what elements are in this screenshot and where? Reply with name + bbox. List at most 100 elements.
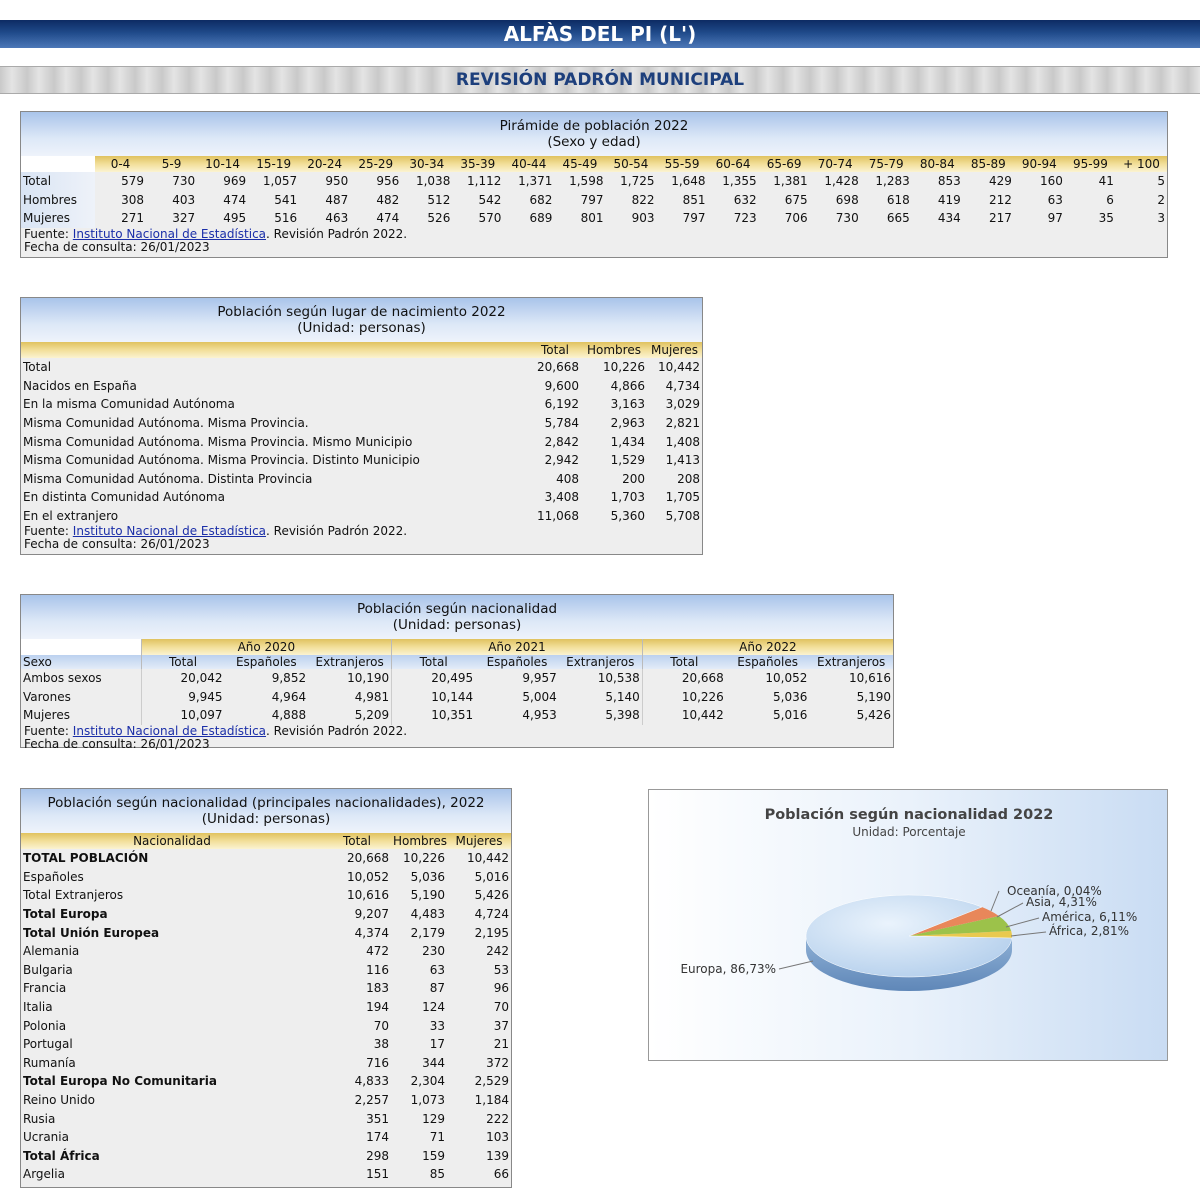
age-header-35-39: 35-39 — [452, 156, 504, 172]
cell-value: 1,355 — [722, 174, 757, 189]
row-label: Total — [21, 172, 95, 191]
col-header-total: Total — [529, 342, 581, 358]
cell-value: 103 — [486, 1130, 509, 1145]
main-nat-row: Reino Unido 2,257 1,073 1,184 — [21, 1091, 511, 1110]
cell-value: 9,207 — [354, 907, 389, 922]
birthplace-subtitle: (Unidad: personas) — [297, 320, 426, 336]
main-nat-row: Ucrania 174 71 103 — [21, 1128, 511, 1147]
subcol-header-espanoles: Españoles — [224, 655, 309, 669]
cell-value: 495 — [223, 211, 247, 226]
cell-value: 716 — [366, 1055, 389, 1070]
pie-label-asia: Asia, 4,31% — [1026, 895, 1097, 909]
cell-value: 6,192 — [544, 397, 579, 412]
subcol-header-total: Total — [391, 655, 476, 669]
cell-value: 159 — [422, 1148, 445, 1163]
birthplace-row: Misma Comunidad Autónoma. Misma Provinci… — [21, 432, 702, 451]
cell-value: 1,184 — [474, 1093, 509, 1108]
cell-value: 4,833 — [354, 1074, 389, 1089]
cell-value: 200 — [622, 471, 645, 486]
cell-value: 33 — [429, 1018, 445, 1033]
cell-value: 822 — [631, 192, 655, 207]
pie-slice-africa — [909, 930, 1013, 939]
age-header-80-84: 80-84 — [911, 156, 963, 172]
cell-value: 512 — [427, 192, 451, 207]
cell-value: 730 — [835, 211, 859, 226]
pyramid-corner — [21, 156, 95, 172]
row-label: Argelia — [23, 1167, 65, 1182]
cell-value: 1,705 — [665, 490, 700, 505]
cell-value: 797 — [682, 211, 706, 226]
birthplace-consult-date: Fecha de consulta: 26/01/2023 — [24, 537, 210, 552]
main-nat-row: Total Extranjeros 10,616 5,190 5,426 — [21, 886, 511, 905]
cell-value: 37 — [493, 1018, 509, 1033]
cell-value: 298 — [366, 1148, 389, 1163]
subcol-header-extranjeros: Extranjeros — [308, 655, 392, 669]
main-nat-header-row: Nacionalidad Total Hombres Mujeres — [21, 833, 511, 849]
cell-value: 730 — [172, 174, 196, 189]
cell-value: 9,957 — [522, 671, 557, 686]
age-header-85-89: 85-89 — [962, 156, 1014, 172]
cell-value: 71 — [429, 1130, 445, 1145]
col-header-mujeres: Mujeres — [447, 833, 511, 849]
cell-value: 956 — [376, 174, 400, 189]
birthplace-panel: Población según lugar de nacimiento 2022… — [20, 297, 703, 555]
cell-value: 5,784 — [544, 416, 579, 431]
cell-value: 526 — [427, 211, 451, 226]
cell-value: 10,616 — [849, 671, 891, 686]
cell-value: 5,398 — [605, 708, 640, 723]
cell-value: 1,408 — [665, 434, 700, 449]
main-nat-row: TOTAL POBLACIÓN 20,668 10,226 10,442 — [21, 849, 511, 868]
cell-value: 21 — [493, 1037, 509, 1052]
birthplace-row: Misma Comunidad Autónoma. Misma Provinci… — [21, 451, 702, 470]
cell-value: 1,434 — [610, 434, 645, 449]
age-header-65-69: 65-69 — [758, 156, 810, 172]
age-header-25-29: 25-29 — [350, 156, 402, 172]
ine-link[interactable]: Instituto Nacional de Estadística — [72, 723, 267, 738]
cell-value: 9,600 — [544, 378, 579, 393]
cell-value: 20,668 — [537, 360, 579, 375]
subtitle-bar: REVISIÓN PADRÓN MUNICIPAL — [0, 66, 1200, 94]
cell-value: 10,144 — [391, 687, 476, 707]
birthplace-title: Población según lugar de nacimiento 2022 — [217, 304, 506, 320]
ine-link[interactable]: Instituto Nacional de Estadística — [72, 226, 267, 241]
cell-value: 2,821 — [665, 416, 700, 431]
birthplace-corner — [21, 342, 529, 358]
age-header-15-19: 15-19 — [248, 156, 300, 172]
age-header-70-74: 70-74 — [809, 156, 861, 172]
age-header-90-94: 90-94 — [1013, 156, 1065, 172]
pie-label-oceania: Oceanía, 0,04% — [1007, 884, 1102, 898]
year-header-ano-2021: Año 2021 — [391, 639, 643, 655]
birthplace-source: Fuente: Instituto Nacional de Estadístic… — [24, 524, 408, 539]
pie-label-europa: Europa, 86,73% — [680, 962, 776, 976]
chart-title: Población según nacionalidad 2022 — [764, 807, 1054, 823]
cell-value: 139 — [486, 1148, 509, 1163]
cell-value: 434 — [937, 211, 961, 226]
nationality-consult-date: Fecha de consulta: 26/01/2023 — [24, 736, 210, 751]
cell-value: 242 — [486, 944, 509, 959]
cell-value: 698 — [835, 192, 859, 207]
age-header-100: + 100 — [1115, 156, 1167, 172]
municipality-title-bar: ALFÀS DEL PI (L') — [0, 20, 1200, 48]
birthplace-row: Nacidos en España 9,600 4,866 4,734 — [21, 377, 702, 396]
cell-value: 1,073 — [410, 1093, 445, 1108]
cell-value: 212 — [988, 192, 1012, 207]
cell-value: 1,371 — [518, 174, 553, 189]
birthplace-row: En la misma Comunidad Autónoma 6,192 3,163… — [21, 395, 702, 414]
pyramid-table: 0-4 5-9 10-14 15-19 20-24 25-29 30-34 35-39 40-4… — [21, 156, 1167, 228]
cell-value: 9,945 — [140, 687, 225, 707]
cell-value: 124 — [422, 1000, 445, 1015]
row-label: TOTAL POBLACIÓN — [23, 851, 149, 866]
age-header-10-14: 10-14 — [197, 156, 249, 172]
cell-value: 5,426 — [856, 708, 891, 723]
ine-link[interactable]: Instituto Nacional de Estadística — [72, 524, 267, 539]
nationality-panel: Población según nacionalidad (Unidad: pe… — [20, 594, 894, 751]
cell-value: 3,163 — [610, 397, 645, 412]
cell-value: 20,042 — [140, 669, 225, 688]
sex-header: Sexo — [21, 655, 141, 669]
cell-value: 665 — [886, 211, 910, 226]
cell-value: 2,963 — [610, 416, 645, 431]
row-label: Total Europa — [23, 907, 108, 922]
cell-value: 579 — [121, 174, 145, 189]
pie-leader-line — [1005, 917, 1040, 928]
cell-value: 10,442 — [658, 360, 700, 375]
